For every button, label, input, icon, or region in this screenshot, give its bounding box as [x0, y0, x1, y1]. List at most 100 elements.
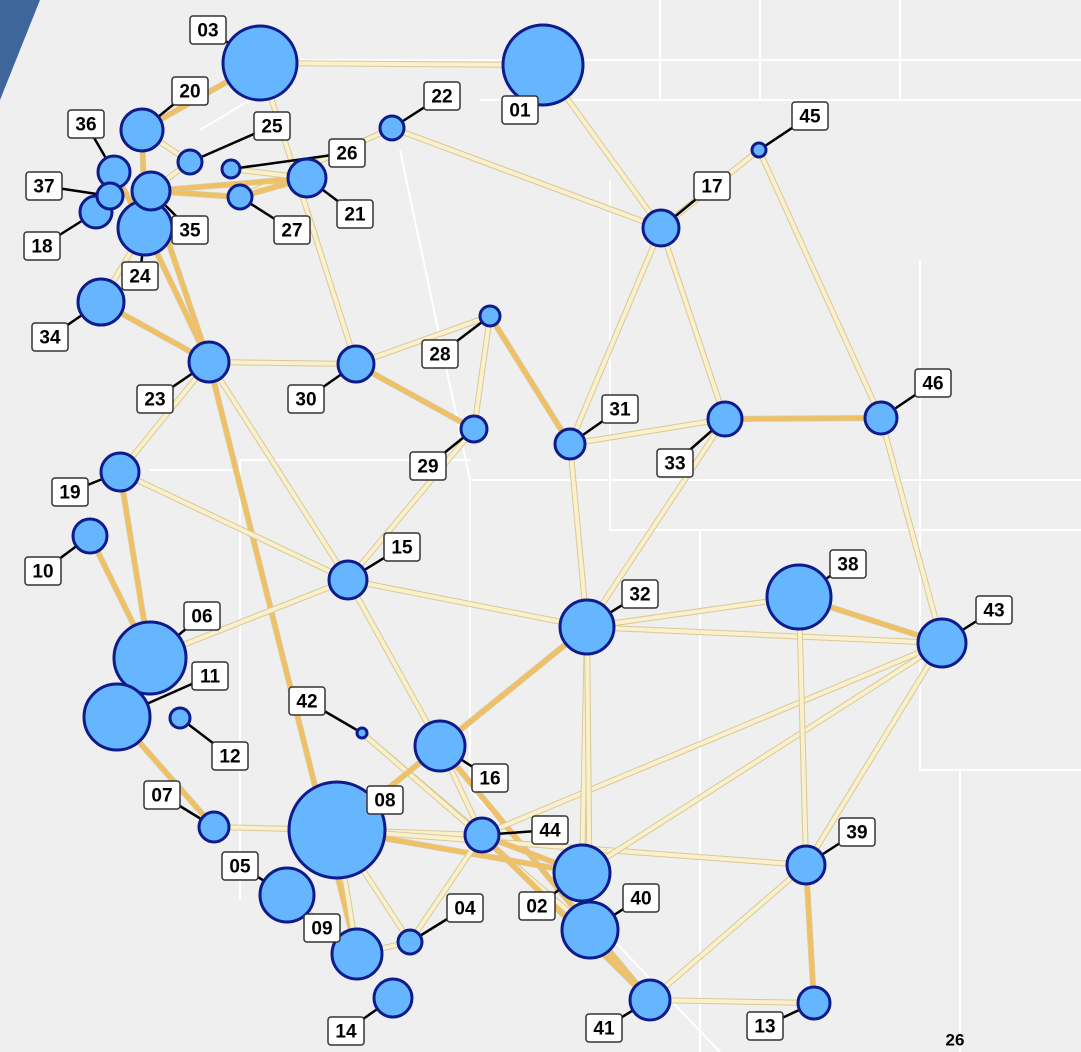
label-box — [656, 448, 694, 478]
label-box — [191, 661, 229, 691]
node-label: 03 — [197, 21, 218, 42]
node-label: 28 — [429, 345, 450, 366]
node-label: 35 — [179, 221, 201, 242]
node — [130, 170, 172, 212]
edge — [150, 176, 308, 193]
label-box — [336, 199, 374, 229]
node — [916, 617, 968, 669]
label-box — [25, 171, 63, 201]
label-box — [446, 893, 484, 923]
edge — [207, 360, 350, 582]
node-label: 32 — [629, 585, 650, 606]
label-box — [287, 384, 325, 414]
label-box — [253, 111, 291, 141]
label-box — [409, 451, 447, 481]
node — [76, 277, 126, 327]
label-box — [518, 891, 556, 921]
node — [413, 719, 467, 773]
node-label: 25 — [261, 117, 283, 138]
node-label: 11 — [200, 667, 221, 688]
label-box — [838, 817, 876, 847]
edge — [118, 360, 211, 474]
edge — [648, 863, 808, 1002]
node — [330, 927, 384, 981]
edge — [391, 126, 662, 230]
label-box — [221, 851, 259, 881]
node-label: 20 — [179, 82, 200, 103]
label-box — [121, 261, 159, 291]
edge — [724, 416, 882, 421]
node-label: 22 — [431, 87, 452, 108]
node — [336, 344, 376, 384]
node-label: 26 — [336, 144, 357, 165]
node — [112, 620, 188, 696]
edge — [586, 595, 800, 629]
node — [95, 181, 125, 211]
node — [560, 900, 620, 960]
node-label: 18 — [31, 237, 52, 258]
node — [220, 158, 242, 180]
node — [221, 24, 299, 102]
node-label: 33 — [664, 454, 685, 475]
label-box — [366, 785, 404, 815]
edge — [568, 443, 589, 628]
edge — [346, 579, 442, 747]
label-box — [273, 215, 311, 245]
edge — [804, 641, 944, 867]
node-label: 46 — [922, 374, 943, 395]
label-box — [383, 532, 421, 562]
edge — [580, 641, 944, 875]
label-box — [621, 579, 659, 609]
label-box — [189, 15, 227, 45]
label-box — [211, 741, 249, 771]
edge — [481, 641, 943, 837]
edge — [347, 578, 588, 629]
label-box — [51, 477, 89, 507]
node — [478, 304, 502, 328]
label-box — [303, 913, 341, 943]
node-label: 41 — [593, 1019, 615, 1040]
node-label: 29 — [417, 457, 438, 478]
label-box — [423, 81, 461, 111]
node — [750, 141, 768, 159]
node-label: 19 — [59, 483, 80, 504]
node — [765, 563, 833, 631]
node-label: 36 — [75, 115, 96, 136]
label-box — [183, 601, 221, 631]
node-label: 39 — [846, 823, 867, 844]
edge — [586, 625, 943, 645]
label-box — [975, 595, 1013, 625]
edge — [568, 227, 663, 445]
node-label: 23 — [144, 390, 165, 411]
label-box — [24, 556, 62, 586]
edge — [355, 362, 475, 431]
node — [99, 451, 141, 493]
node — [286, 157, 328, 199]
edge — [259, 61, 544, 67]
node — [372, 977, 414, 1019]
node — [378, 114, 406, 142]
node — [796, 985, 832, 1021]
node — [168, 706, 192, 730]
node-label: 31 — [609, 400, 631, 421]
node-label: 42 — [296, 692, 317, 713]
node-label: 10 — [32, 562, 53, 583]
node — [71, 517, 109, 555]
node — [187, 340, 231, 384]
node-label: 15 — [391, 538, 413, 559]
edge — [208, 360, 357, 366]
node — [785, 844, 827, 886]
edge — [649, 998, 815, 1005]
node — [119, 107, 165, 153]
edge — [804, 864, 816, 1004]
node-label: 40 — [630, 889, 651, 910]
edge — [119, 470, 349, 582]
label-box — [171, 215, 209, 245]
page-number: 26 — [946, 1031, 965, 1050]
edge — [797, 596, 808, 866]
node — [287, 780, 387, 880]
label-box — [67, 109, 105, 139]
edge — [879, 417, 944, 644]
node-label: 12 — [219, 747, 240, 768]
